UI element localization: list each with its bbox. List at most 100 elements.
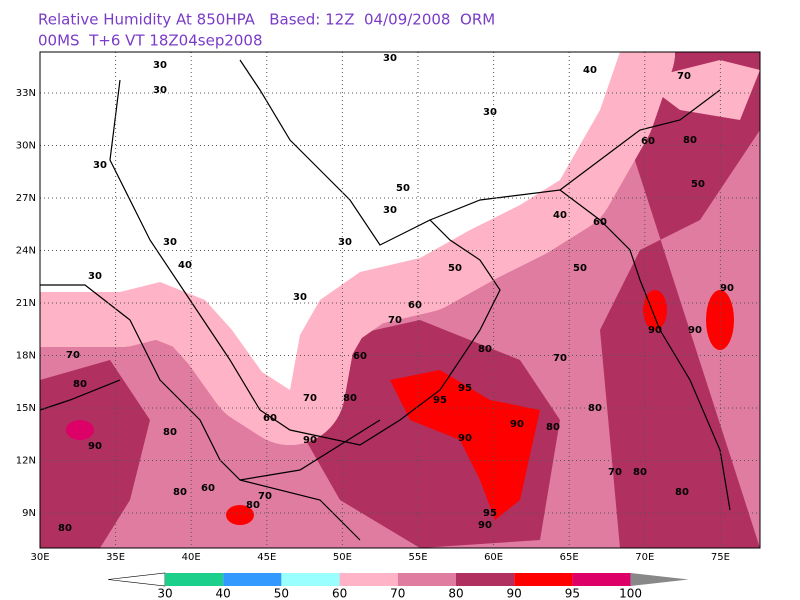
- contour-label: 30: [483, 107, 497, 118]
- contour-label: 30: [383, 53, 397, 64]
- contour-label: 80: [163, 427, 177, 438]
- contour-label: 80: [246, 500, 260, 511]
- contour-label: 70: [258, 491, 272, 502]
- contour-label: 40: [178, 260, 192, 271]
- contour-label: 70: [553, 353, 567, 364]
- lat-label: 9N: [22, 508, 36, 519]
- lon-label: 50E: [333, 552, 352, 563]
- colorbar-swatch: [281, 573, 340, 586]
- graticule: [40, 52, 760, 548]
- axis-labels: 33N 30N 27N 24N 21N 18N 15N 12N 9N 30E 35E 40E 45E 50…: [16, 88, 730, 563]
- colorbar-label: 100: [619, 587, 642, 600]
- lon-label: 70E: [635, 552, 654, 563]
- contour-label: 30: [338, 237, 352, 248]
- contour-label: 80: [478, 344, 492, 355]
- contour-label: 95: [458, 383, 472, 394]
- contour-label: 60: [353, 351, 367, 362]
- contour-label: 90: [510, 419, 524, 430]
- lon-label: 45E: [257, 552, 276, 563]
- contour-label: 50: [573, 263, 587, 274]
- lat-label: 12N: [16, 456, 36, 467]
- colorbar-label: 30: [157, 587, 172, 600]
- contour-label: 40: [583, 65, 597, 76]
- lat-label: 18N: [16, 351, 36, 362]
- contour-label: 90: [648, 325, 662, 336]
- contour-label: 90: [88, 441, 102, 452]
- contour-label: 80: [173, 487, 187, 498]
- contour-label: 30: [383, 205, 397, 216]
- contour-label: 60: [263, 413, 277, 424]
- colorbar-label: 40: [216, 587, 231, 600]
- lat-label: 21N: [16, 298, 36, 309]
- contour-label: 70: [388, 315, 402, 326]
- contour-label: 80: [58, 523, 72, 534]
- colorbar-swatch: [514, 573, 573, 586]
- contour-label: 70: [303, 393, 317, 404]
- contour-label: 30: [163, 237, 177, 248]
- contour-label: 30: [293, 292, 307, 303]
- title: Relative Humidity At 850HPA Based: 12Z 0…: [38, 11, 495, 29]
- contour-label: 50: [448, 263, 462, 274]
- lon-label: 35E: [106, 552, 125, 563]
- contour-label: 90: [720, 283, 734, 294]
- lon-label: 65E: [560, 552, 579, 563]
- contour-label: 60: [201, 483, 215, 494]
- lat-label: 30N: [16, 141, 36, 152]
- colorbar-label: 95: [565, 587, 580, 600]
- contour-label: 80: [546, 422, 560, 433]
- contour-label: 80: [73, 379, 87, 390]
- colorbar-high: [630, 573, 689, 586]
- contour-label: 30: [153, 60, 167, 71]
- contour-label: 90: [688, 325, 702, 336]
- colorbar-label: 70: [390, 587, 405, 600]
- contour-label: 80: [343, 393, 357, 404]
- contour-label: 80: [588, 403, 602, 414]
- map-frame: [39, 51, 761, 549]
- contour-label: 50: [691, 179, 705, 190]
- contour-label: 50: [396, 183, 410, 194]
- contour-label: 95: [483, 508, 497, 519]
- lon-label: 40E: [182, 552, 201, 563]
- colorbar-label: 50: [274, 587, 289, 600]
- colorbar-label: 90: [507, 587, 522, 600]
- contour-label: 80: [683, 135, 697, 146]
- lon-label: 55E: [408, 552, 427, 563]
- contour-label: 60: [593, 217, 607, 228]
- lat-label: 33N: [16, 88, 36, 99]
- colorbar-low: [107, 572, 166, 587]
- contour-label: 60: [408, 300, 422, 311]
- colorbar-swatch: [456, 573, 515, 586]
- colorbar-label: 60: [332, 587, 347, 600]
- colorbar-swatch: [339, 573, 398, 586]
- contour-label: 90: [478, 520, 492, 531]
- colorbar-swatch: [223, 573, 282, 586]
- contour-label: 90: [458, 433, 472, 444]
- lon-label: 60E: [484, 552, 503, 563]
- lat-label: 27N: [16, 193, 36, 204]
- contour-label: 40: [553, 210, 567, 221]
- contour-label: 60: [641, 136, 655, 147]
- colorbar-swatch: [165, 573, 224, 586]
- lat-label: 15N: [16, 403, 36, 414]
- contour-label: 30: [88, 271, 102, 282]
- field: 30 30 30 30 30 30 30 30 30 30 40 40 50 50 50 40 60 60 50 70…: [40, 52, 760, 548]
- contour-label: 80: [675, 487, 689, 498]
- coastlines: [40, 59, 731, 541]
- contour-label: 80: [633, 467, 647, 478]
- dry-area: [40, 52, 675, 445]
- contour-label: 95: [433, 395, 447, 406]
- lon-label: 75E: [711, 552, 730, 563]
- contour-label: 70: [677, 71, 691, 82]
- colorbar-swatch: [397, 573, 456, 586]
- contour-label: 30: [153, 85, 167, 96]
- subtitle: 00MS T+6 VT 18Z04sep2008: [38, 32, 263, 50]
- contour-label: 30: [93, 160, 107, 171]
- colorbar-label: 80: [448, 587, 463, 600]
- contour-label: 90: [303, 435, 317, 446]
- lat-label: 24N: [16, 246, 36, 257]
- colorbar-swatch: [572, 573, 631, 586]
- contour-label: 70: [66, 350, 80, 361]
- colorbar: 30 40 50 60 70 80 90 95 100: [107, 572, 689, 600]
